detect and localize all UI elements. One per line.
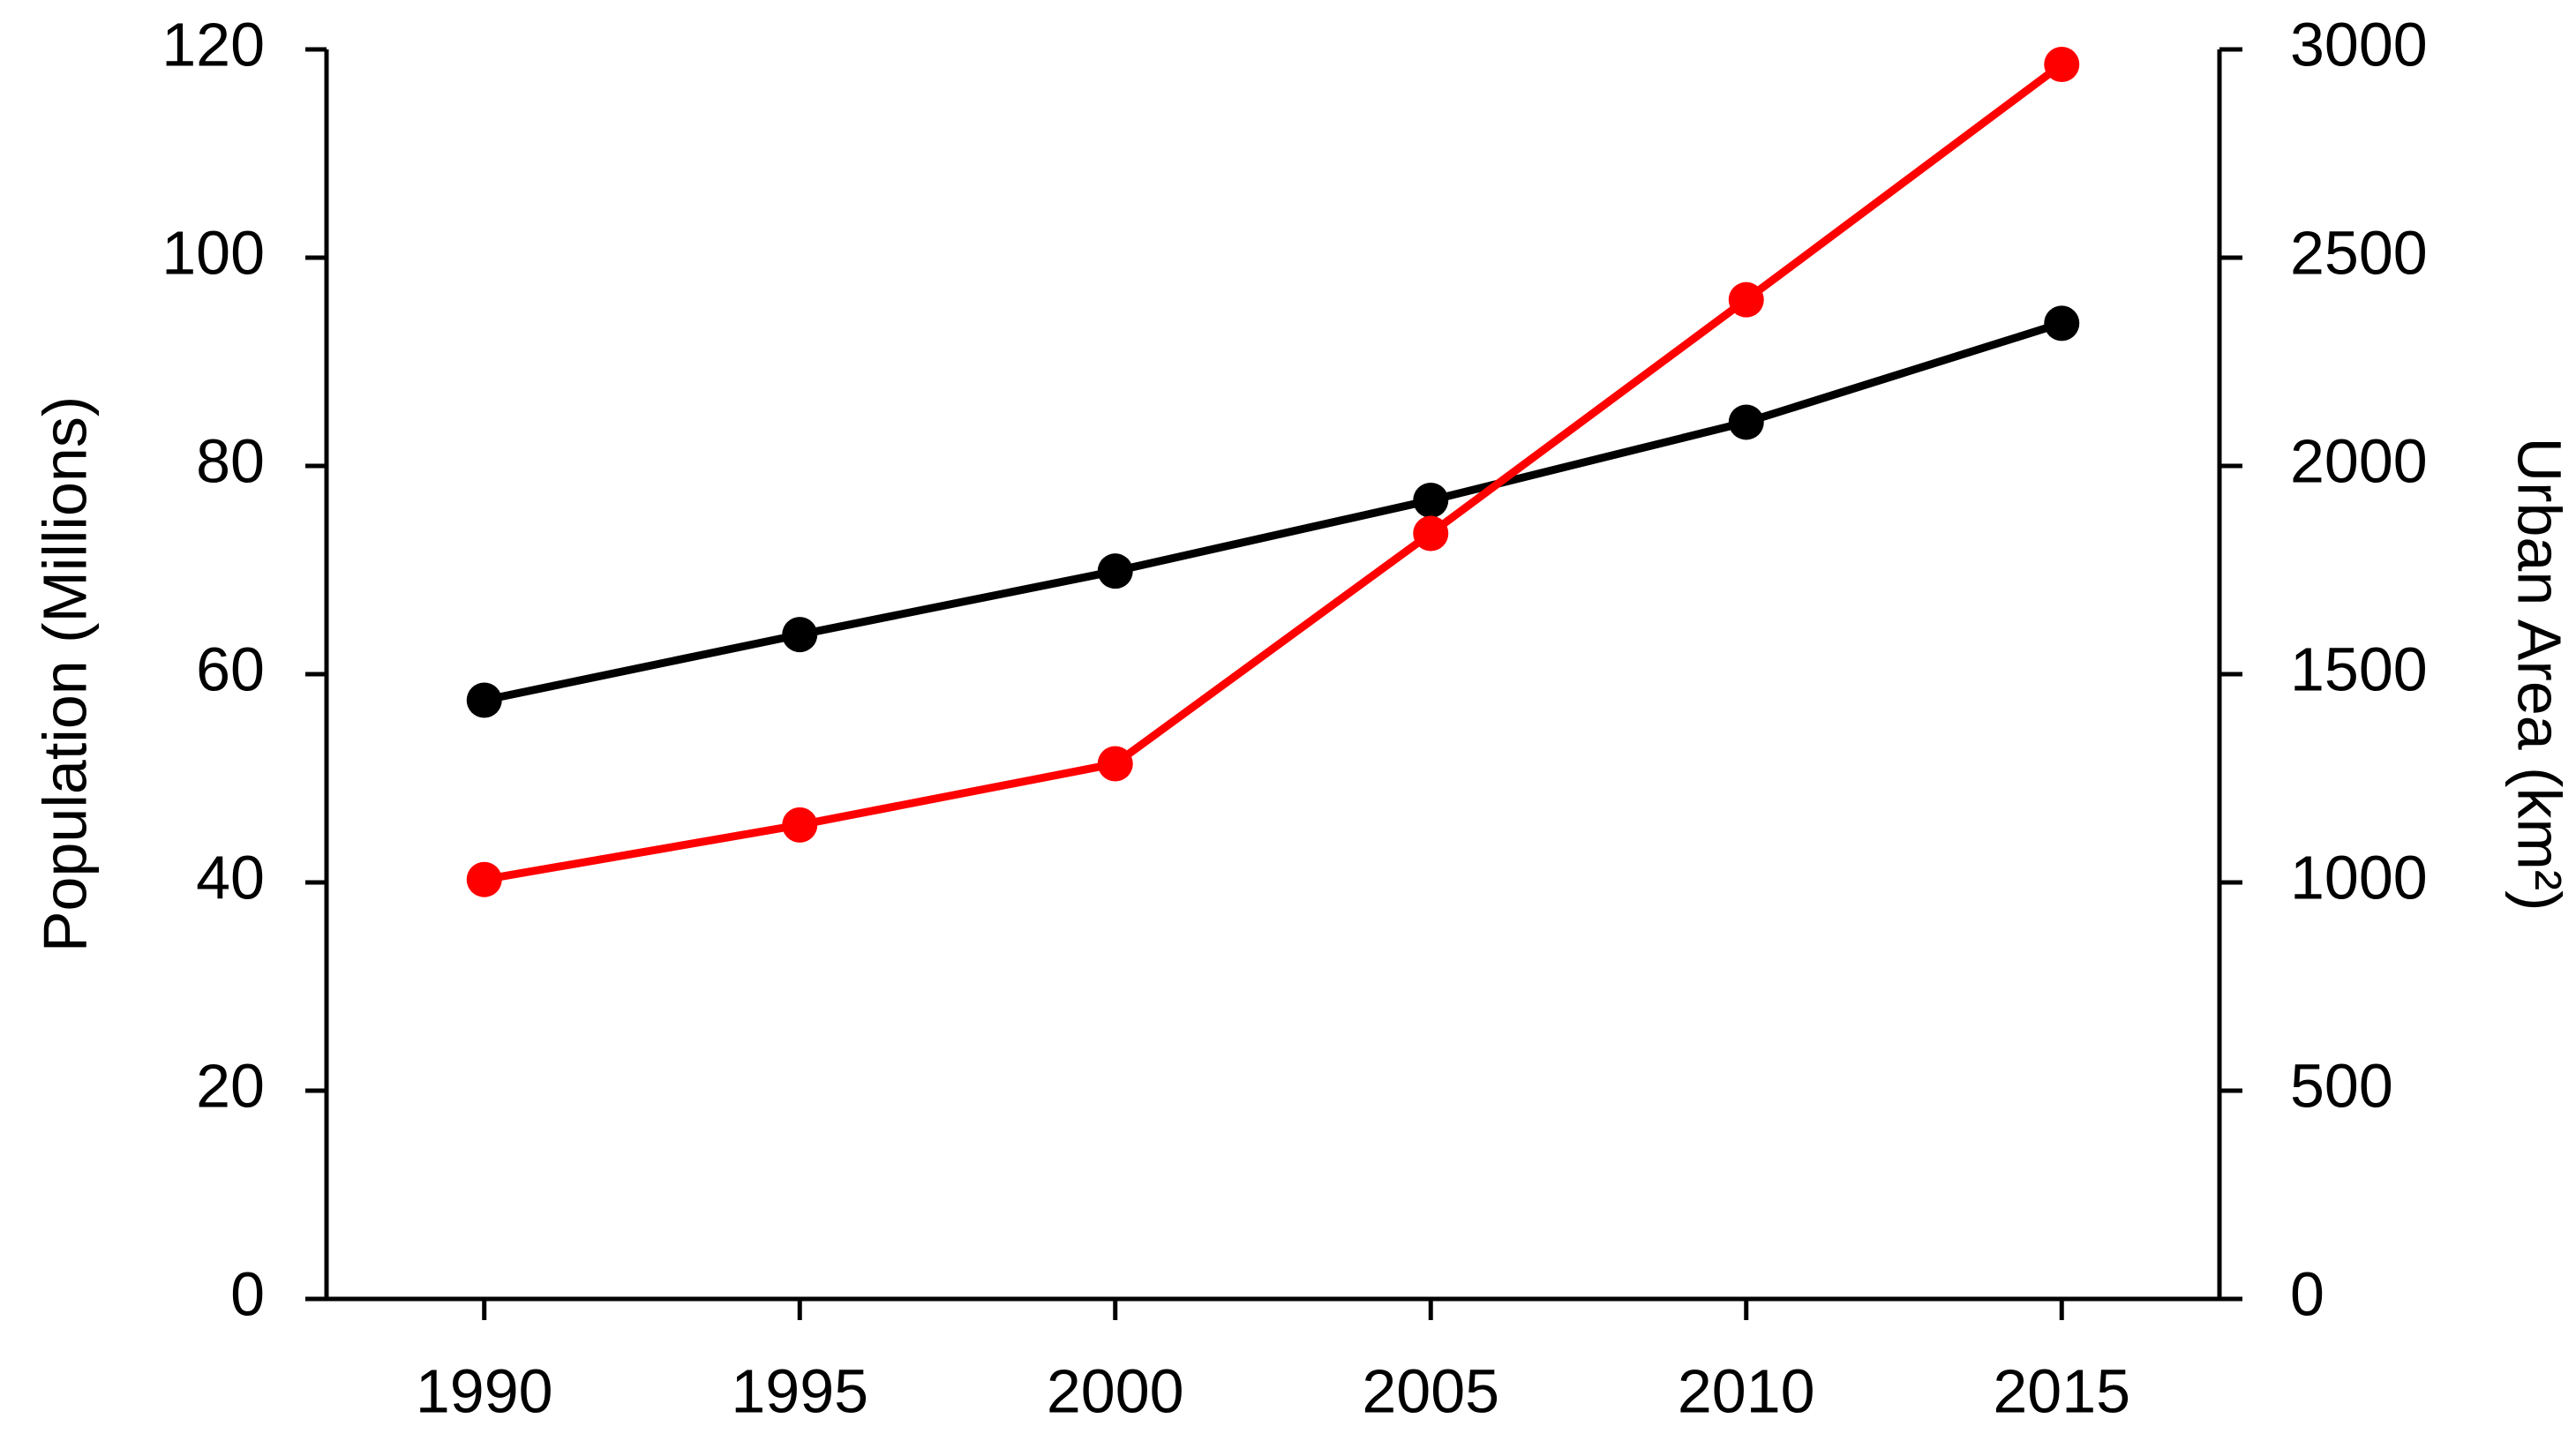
x-tick-label: 2000 bbox=[1047, 1356, 1184, 1425]
y2-tick-label: 1000 bbox=[2290, 843, 2428, 912]
data-point bbox=[782, 617, 818, 653]
y-tick-label: 40 bbox=[196, 843, 265, 912]
y-tick-label: 0 bbox=[230, 1259, 265, 1328]
series-line bbox=[483, 319, 2063, 704]
y2-axis-label: Urban Area (km²) bbox=[2505, 438, 2574, 912]
x-tick-label: 2015 bbox=[1993, 1356, 2130, 1425]
data-point bbox=[1728, 281, 1764, 318]
y2-tick-label: 1500 bbox=[2290, 634, 2428, 703]
y2-tick-label: 3000 bbox=[2290, 10, 2428, 79]
x-tick-label: 1995 bbox=[731, 1356, 868, 1425]
y-tick-label: 80 bbox=[196, 426, 265, 495]
y-axis-label: Population (Millions) bbox=[30, 396, 99, 952]
data-point bbox=[2044, 305, 2080, 341]
data-point bbox=[1413, 482, 1449, 518]
series-line bbox=[483, 61, 2064, 884]
y-tick-label: 20 bbox=[196, 1051, 265, 1120]
y-tick-label: 120 bbox=[161, 10, 265, 79]
data-point bbox=[1097, 746, 1133, 782]
y2-tick-label: 2500 bbox=[2290, 218, 2428, 287]
x-tick-label: 2010 bbox=[1678, 1356, 1815, 1425]
y-tick-label: 60 bbox=[196, 634, 265, 703]
y2-tick-label: 2000 bbox=[2290, 426, 2428, 495]
data-point bbox=[782, 807, 818, 843]
y2-tick-label: 500 bbox=[2290, 1051, 2393, 1120]
data-point bbox=[466, 682, 502, 718]
x-tick-label: 2005 bbox=[1362, 1356, 1499, 1425]
data-point bbox=[1728, 404, 1764, 440]
data-point bbox=[466, 861, 502, 897]
x-tick-label: 1990 bbox=[416, 1356, 553, 1425]
data-point bbox=[2044, 46, 2080, 82]
data-point bbox=[1413, 515, 1449, 552]
y-tick-label: 100 bbox=[161, 218, 265, 287]
data-point bbox=[1097, 553, 1133, 589]
y2-tick-label: 0 bbox=[2290, 1259, 2324, 1328]
